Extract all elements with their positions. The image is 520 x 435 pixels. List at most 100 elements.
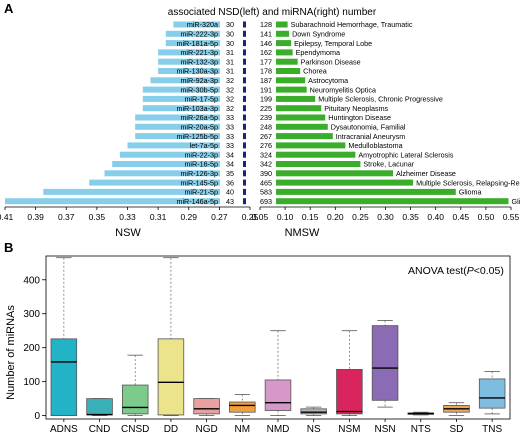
nsd-count-label: 32 — [226, 104, 234, 113]
mirna-label: miR-20a-5p — [180, 123, 218, 132]
mirna-label: miR-146a-5p — [176, 197, 218, 206]
y-axis-label: Number of miRNAs — [5, 305, 17, 400]
anova-p: P — [467, 265, 474, 277]
nmsw-tick-label: 0.30 — [377, 212, 394, 222]
disease-label: Subarachnoid Hemorrhage, Traumatic — [291, 20, 413, 29]
mirna-count-label: 390 — [260, 169, 272, 178]
disease-label: Neuromyelitis Optica — [310, 85, 376, 94]
nsw-bar — [158, 68, 220, 74]
nmsw-bar — [276, 77, 306, 84]
disease-label: Parkinson Disease — [301, 57, 361, 66]
row-marker — [243, 114, 246, 121]
mirna-label: miR-125b-5p — [176, 132, 218, 141]
disease-label: Chorea — [303, 67, 327, 76]
nsw-bar — [127, 142, 220, 149]
nsw-tick-label: 0.39 — [27, 212, 44, 222]
nsw-bar — [135, 123, 220, 130]
nsw-bar — [119, 151, 220, 158]
nsw-tick-label: 0.31 — [150, 212, 167, 222]
disease-label: Alzheimer Disease — [396, 169, 456, 178]
mirna-count-label: 141 — [260, 30, 272, 39]
y-tick-label: 300 — [23, 309, 40, 320]
row-marker — [243, 188, 246, 195]
row-marker — [243, 77, 246, 84]
nmsw-bar — [276, 68, 301, 74]
anova-prefix: ANOVA test( — [408, 265, 467, 277]
mirna-label: miR-130a-3p — [176, 67, 218, 76]
row-marker — [243, 151, 246, 158]
disease-label: Multiple Sclerosis, Relapsing-Remitting — [416, 178, 520, 187]
box — [264, 379, 292, 411]
box — [371, 325, 399, 401]
nsd-count-label: 32 — [226, 85, 234, 94]
row-marker — [243, 142, 246, 149]
disease-label: Huntington Disease — [328, 113, 391, 122]
row-marker — [243, 40, 246, 47]
row-marker — [243, 95, 246, 102]
category-label: NS — [307, 424, 321, 435]
mirna-count-label: 276 — [260, 141, 272, 150]
mirna-label: miR-145-5p — [180, 178, 218, 187]
nsd-count-label: 34 — [226, 150, 234, 159]
row-marker — [243, 198, 246, 205]
row-marker — [243, 161, 246, 167]
disease-label: Amyotrophic Lateral Sclerosis — [358, 150, 453, 159]
row-marker — [243, 170, 246, 177]
nmsw-bar — [276, 179, 414, 186]
mirna-count-label: 239 — [260, 113, 272, 122]
nmsw-tick-label: 0.55 — [503, 212, 520, 222]
box — [193, 398, 220, 415]
nsw-bar — [165, 30, 220, 37]
panel-a-right-xlabel: NMSW — [285, 227, 320, 239]
mirna-label: miR-181a-5p — [176, 39, 218, 48]
mirna-count-label: 324 — [260, 150, 272, 159]
category-label: ADNS — [50, 424, 78, 435]
nmsw-bar — [276, 188, 456, 195]
disease-label: Medulloblastoma — [348, 141, 402, 150]
nmsw-tick-label: 0.35 — [402, 212, 419, 222]
box — [121, 384, 149, 415]
mirna-count-label: 146 — [260, 39, 272, 48]
mirna-count-label: 199 — [260, 95, 272, 104]
nsw-tick-label: 0.33 — [119, 212, 136, 222]
nmsw-bar — [276, 114, 326, 121]
nmsw-tick-label: 0.25 — [352, 212, 369, 222]
mirna-label: miR-320a — [187, 20, 218, 29]
nsw-bar — [112, 161, 220, 167]
disease-label: Intracranial Aneurysm — [336, 132, 406, 141]
row-marker — [243, 179, 246, 186]
mirna-label: miR-16-5p — [184, 160, 218, 169]
mirna-label: miR-22-3p — [184, 150, 218, 159]
category-label: NM — [235, 424, 251, 435]
nsw-bar — [104, 170, 220, 177]
nsw-bar — [173, 21, 220, 28]
nsd-count-label: 33 — [226, 123, 234, 132]
mirna-count-label: 128 — [260, 20, 272, 29]
y-tick-label: 0 — [34, 411, 40, 422]
nsw-tick-label: 0.35 — [89, 212, 106, 222]
nmsw-bar — [276, 86, 307, 93]
nsw-bar — [135, 114, 220, 121]
nsw-bar — [150, 77, 220, 84]
panel-a-letter: A — [4, 1, 14, 16]
category-label: NGD — [195, 424, 217, 435]
nsd-count-label: 32 — [226, 76, 234, 85]
nsd-count-label: 31 — [226, 48, 234, 57]
nsw-tick-label: 0.37 — [58, 212, 75, 222]
nsw-bar — [142, 95, 220, 102]
disease-label: Down Syndrome — [292, 30, 345, 39]
mirna-count-label: 342 — [260, 160, 272, 169]
nsd-count-label: 36 — [226, 178, 234, 187]
nsd-count-label: 43 — [226, 197, 234, 206]
nsw-tick-label: 0.29 — [180, 212, 197, 222]
panel-a-left-xlabel: NSW — [115, 227, 141, 239]
nsw-bar — [158, 49, 220, 56]
nmsw-tick-label: 0.20 — [327, 212, 344, 222]
mirna-label: miR-222-3p — [180, 30, 218, 39]
panel-a-right-chart: 128 Subarachnoid Hemorrhage, Traumatic 141… — [252, 20, 520, 222]
nmsw-tick-label: 0.45 — [453, 212, 470, 222]
row-marker — [243, 30, 246, 37]
nmsw-bar — [276, 49, 293, 56]
box — [157, 338, 185, 416]
disease-label: Astrocytoma — [308, 76, 348, 85]
